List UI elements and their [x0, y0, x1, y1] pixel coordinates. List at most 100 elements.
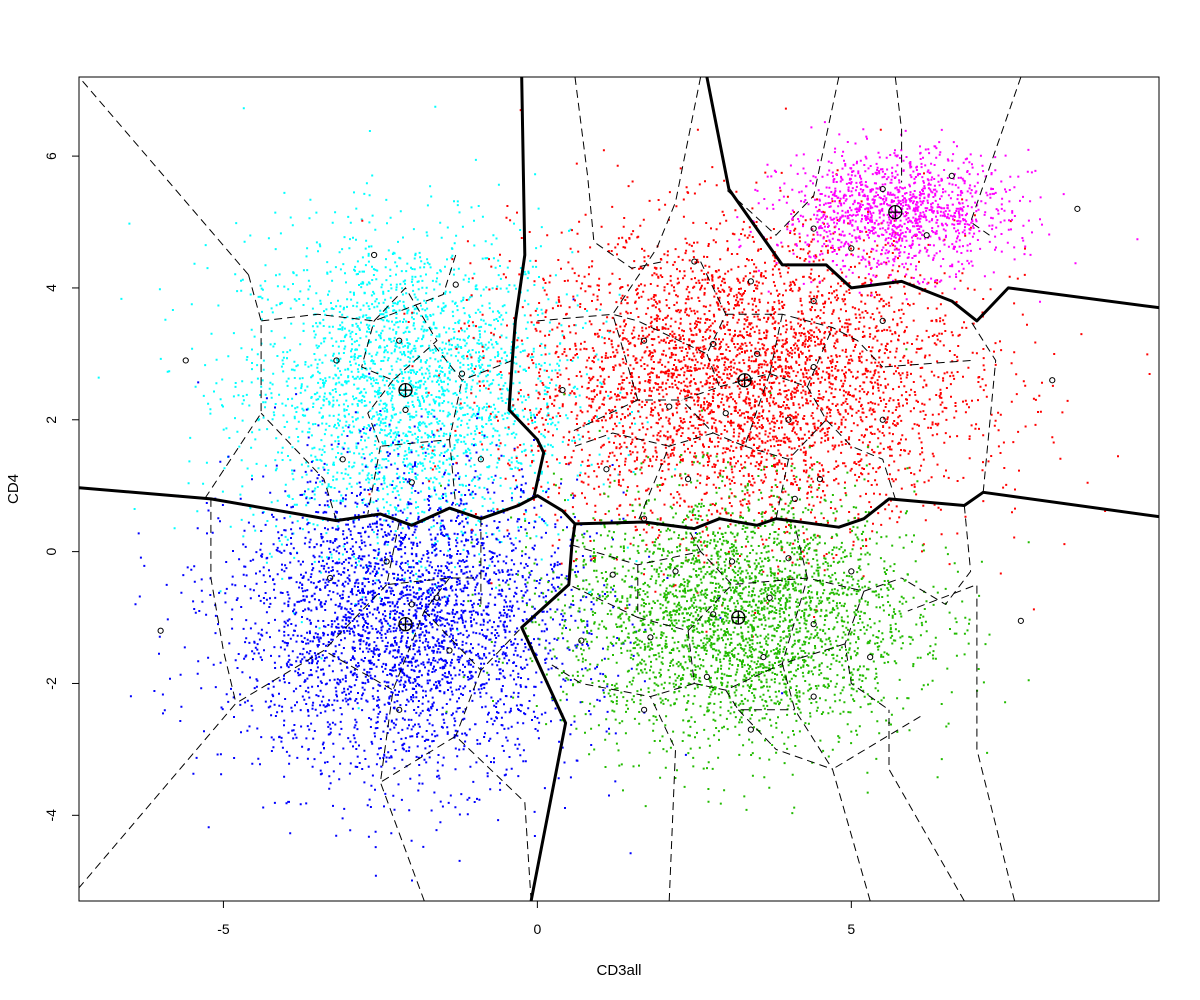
subcenter-2-7	[785, 416, 792, 423]
subcenter-1-5	[157, 627, 164, 634]
dashed-boundary-14	[894, 77, 903, 183]
dashed-boundary-20	[361, 287, 438, 381]
cluster-center-3	[731, 610, 746, 625]
subcenter-2-3	[754, 350, 761, 357]
subcenter-0-5	[402, 406, 409, 413]
subcenter-3-7	[810, 621, 817, 628]
cluster-3-points	[440, 348, 1030, 815]
dashed-boundary-40	[637, 432, 714, 523]
dashed-boundary-49	[549, 663, 695, 698]
dashed-boundary-51	[844, 591, 890, 711]
dashed-boundary-36	[806, 386, 896, 500]
subcenter-3-1	[672, 568, 679, 575]
dashed-boundary-3	[235, 649, 425, 901]
subcenter-3-16	[1017, 617, 1024, 624]
subcenter-2-16	[641, 515, 648, 522]
dashed-boundary-54	[794, 525, 808, 579]
subcenter-3-2	[728, 558, 736, 565]
subcenter-2-14	[816, 476, 824, 483]
subcenter-4-2	[848, 245, 855, 252]
subcenter-4-5	[1074, 205, 1081, 212]
subcenter-3-9	[578, 637, 585, 644]
subcenter-3-10	[760, 653, 767, 661]
cluster-center-0	[398, 382, 413, 398]
subcenter-3-15	[747, 726, 754, 733]
bold-boundary-1	[520, 523, 577, 901]
subcenter-0-7	[408, 479, 415, 486]
dashed-boundary-9	[832, 715, 921, 770]
y-tick-label-0: -4	[43, 809, 59, 822]
subcenter-2-15	[691, 258, 698, 265]
cluster-4-points	[736, 121, 1139, 303]
subcenter-0-1	[396, 337, 403, 344]
x-axis-label: CD3all	[596, 962, 641, 979]
dashed-boundary-2	[204, 274, 262, 500]
dashed-boundary-42	[612, 314, 639, 401]
dashed-boundary-0	[79, 498, 237, 889]
bold-boundary-3	[705, 77, 1159, 323]
y-tick-label-4: 4	[43, 284, 59, 292]
voronoi-boundaries	[79, 77, 1022, 901]
subcenter-2-5	[810, 298, 817, 305]
bold-boundary-0	[79, 486, 1159, 531]
bold-boundary-2	[507, 77, 546, 496]
dashed-boundary-23	[367, 446, 381, 515]
dashed-boundary-33	[568, 353, 721, 434]
cluster-2-points	[361, 107, 1151, 638]
subcenter-4-1	[810, 225, 817, 232]
subcenter-1-0	[327, 574, 334, 582]
subcenter-1-2	[433, 594, 441, 601]
cluster-center-4	[888, 204, 903, 220]
subcenter-2-4	[747, 278, 754, 285]
subcenter-2-10	[603, 466, 610, 473]
dashed-boundary-27	[323, 584, 388, 651]
dashed-boundary-53	[687, 528, 702, 552]
subcenter-0-3	[371, 251, 378, 259]
dashed-boundary-52	[782, 643, 846, 665]
dashed-boundary-50	[737, 709, 777, 750]
dashed-boundary-34	[719, 314, 783, 388]
subcenter-3-14	[641, 706, 648, 713]
subcenter-3-8	[647, 634, 654, 641]
dashed-boundary-21	[261, 254, 457, 322]
y-axis-label: CD4	[5, 474, 22, 504]
dashed-boundary-31	[612, 261, 727, 355]
subcenter-0-8	[477, 456, 484, 463]
dashed-boundary-30	[455, 670, 482, 737]
subcenter-3-5	[710, 611, 717, 618]
subcenter-1-6	[408, 601, 415, 608]
subcenter-1-1	[383, 558, 390, 565]
y-axis: -4 -2 0 2 4 6	[43, 152, 80, 822]
subcenter-2-1	[641, 337, 648, 344]
subcenter-0-9	[182, 357, 189, 364]
dashed-boundary-19	[430, 340, 513, 381]
y-tick-label-3: 2	[43, 416, 59, 424]
dashed-boundary-17	[574, 77, 664, 269]
dashed-boundary-37	[681, 373, 771, 447]
subcenter-2-13	[879, 416, 886, 423]
subcenter-3-0	[609, 571, 616, 578]
cluster-centers	[398, 204, 903, 632]
subcenter-4-4	[948, 172, 955, 179]
subcenter-0-4	[458, 370, 466, 377]
y-tick-label-5: 6	[43, 152, 59, 160]
subcenter-2-8	[722, 410, 729, 417]
subcenter-3-4	[848, 568, 855, 575]
y-tick-label-1: -2	[43, 677, 59, 690]
subcenter-4-3	[923, 232, 930, 239]
subcenter-0-2	[452, 281, 459, 288]
dashed-boundary-11	[970, 320, 997, 493]
subcenter-2-11	[684, 476, 692, 483]
subcenter-2-18	[791, 495, 798, 502]
dashed-boundary-24	[449, 439, 457, 506]
dashed-boundary-5	[649, 696, 677, 901]
x-axis: -5 0 5	[217, 900, 855, 937]
subcenter-3-12	[703, 673, 711, 680]
y-tick-label-2: 0	[43, 548, 59, 556]
dashed-boundary-8	[907, 583, 1016, 901]
subcluster-centers	[157, 172, 1081, 733]
plot-frame	[78, 76, 1160, 902]
dashed-boundary-13	[725, 77, 840, 236]
subcenter-2-0	[559, 387, 566, 394]
